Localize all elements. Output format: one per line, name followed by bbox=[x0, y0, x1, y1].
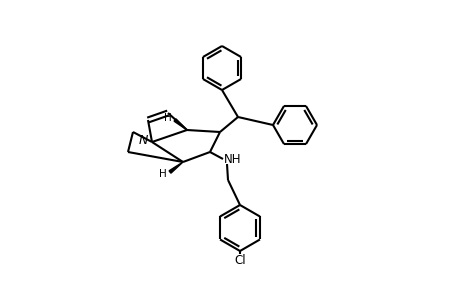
Text: H: H bbox=[164, 113, 172, 123]
Text: NH: NH bbox=[224, 152, 241, 166]
Polygon shape bbox=[174, 119, 187, 130]
Text: N: N bbox=[138, 134, 147, 146]
Text: H: H bbox=[159, 169, 167, 179]
Polygon shape bbox=[169, 162, 183, 173]
Text: Cl: Cl bbox=[234, 254, 245, 266]
